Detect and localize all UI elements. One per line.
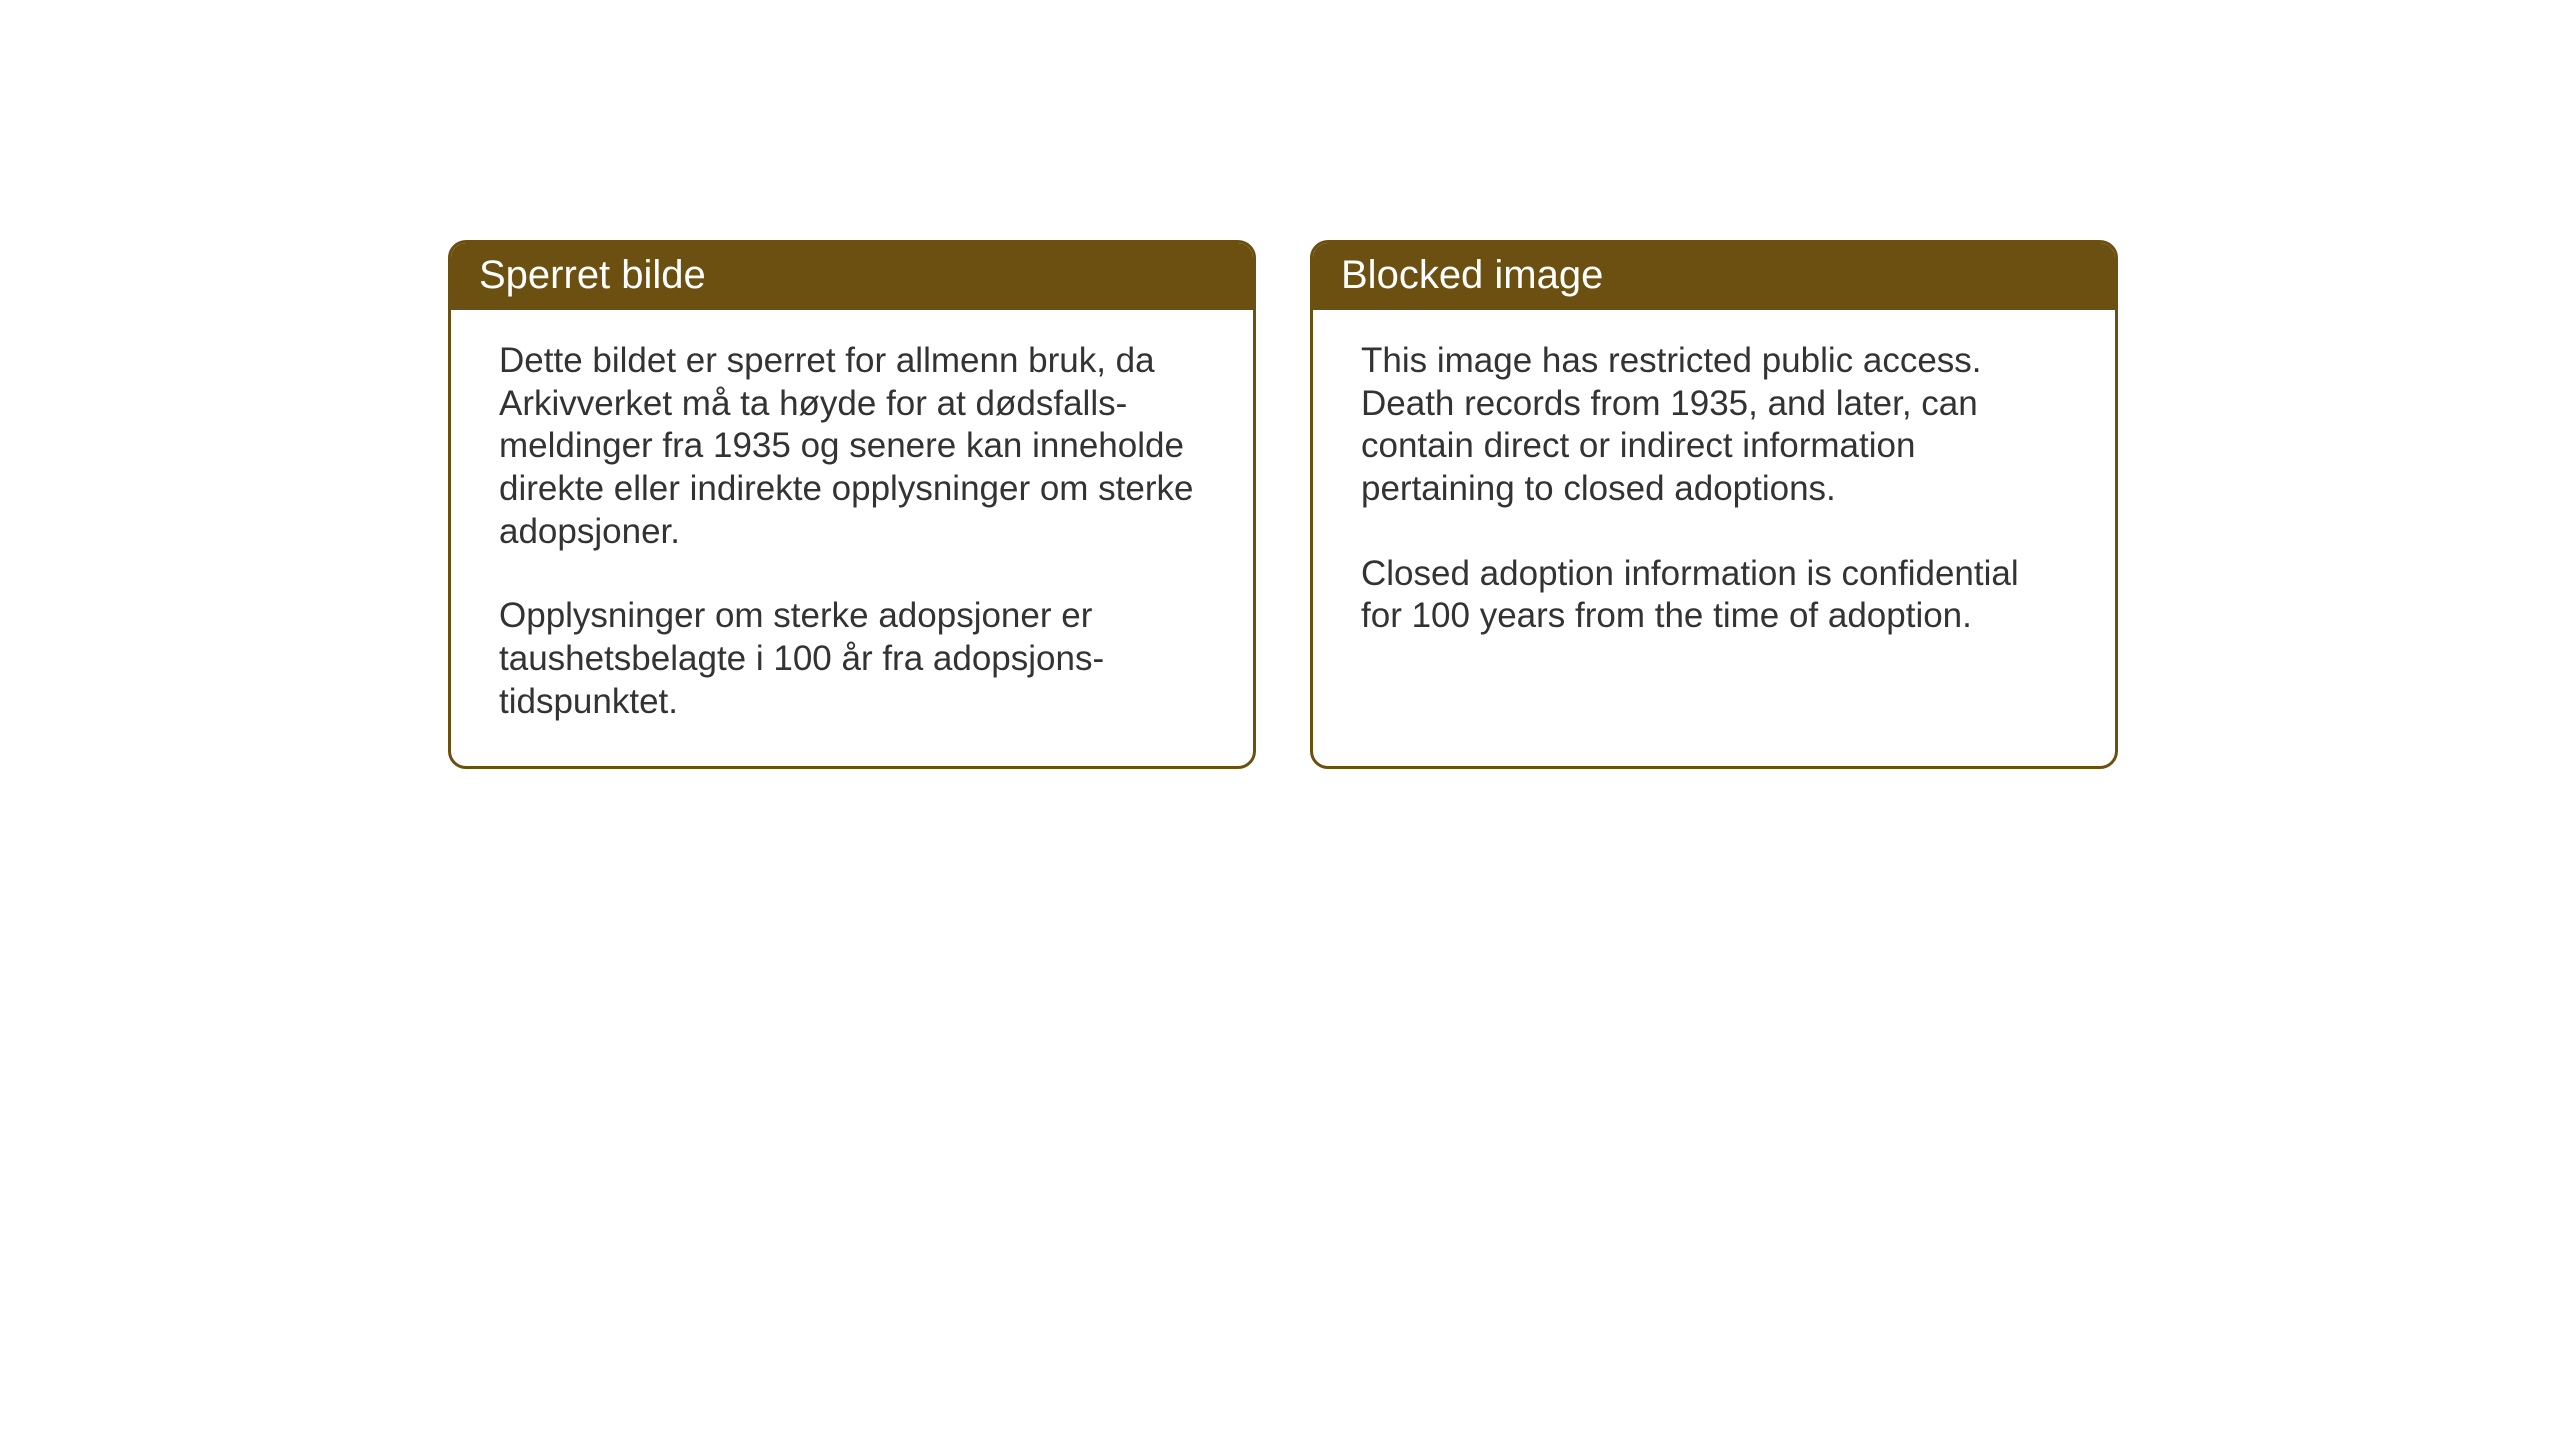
- notice-card-norwegian: Sperret bilde Dette bildet er sperret fo…: [448, 240, 1256, 769]
- card-title: Blocked image: [1341, 253, 1603, 297]
- notice-container: Sperret bilde Dette bildet er sperret fo…: [448, 240, 2118, 769]
- card-paragraph: This image has restricted public access.…: [1361, 340, 2067, 511]
- card-title: Sperret bilde: [479, 253, 706, 297]
- card-paragraph: Dette bildet er sperret for allmenn bruk…: [499, 340, 1205, 553]
- card-body-norwegian: Dette bildet er sperret for allmenn bruk…: [451, 310, 1253, 766]
- card-paragraph: Opplysninger om sterke adopsjoner er tau…: [499, 595, 1205, 723]
- notice-card-english: Blocked image This image has restricted …: [1310, 240, 2118, 769]
- card-header-norwegian: Sperret bilde: [451, 243, 1253, 310]
- card-paragraph: Closed adoption information is confident…: [1361, 553, 2067, 638]
- card-body-english: This image has restricted public access.…: [1313, 310, 2115, 750]
- card-header-english: Blocked image: [1313, 243, 2115, 310]
